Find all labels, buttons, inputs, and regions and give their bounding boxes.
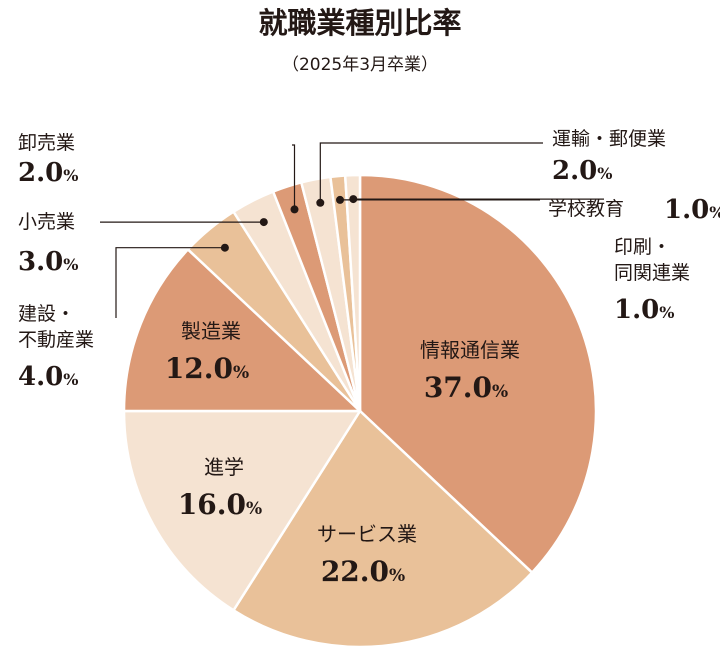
slice-label: 情報通信業 — [420, 338, 520, 362]
pie-slice — [232, 409, 534, 648]
pie-slice — [358, 173, 598, 574]
leader-dot — [259, 218, 268, 227]
slice-labels: 情報通信業37.0%サービス業22.0%進学16.0%製造業12.0%建設・不動… — [18, 128, 720, 588]
slice-value: 3.0% — [18, 247, 78, 277]
pie-slice — [122, 409, 362, 612]
slice-value: 2.0% — [18, 158, 78, 188]
slice-label: 進学 — [204, 455, 244, 479]
slice-label: 卸売業 — [18, 132, 75, 154]
slice-label: 建設・ — [18, 303, 75, 325]
chart-title: 就職業種別比率 — [258, 6, 461, 40]
leader-dot — [290, 205, 299, 214]
leader-dot — [220, 243, 229, 252]
slice-value: 37.0% — [424, 371, 508, 404]
slice-value: 1.0% — [664, 195, 720, 225]
chart-subtitle: （2025年3月卒業） — [282, 55, 438, 75]
slice-label: 不動産業 — [18, 329, 94, 351]
pie-slice — [343, 173, 362, 413]
slice-label: 小売業 — [18, 211, 75, 233]
leader-line — [319, 142, 543, 203]
slice-value: 1.0% — [614, 295, 674, 325]
slice-value: 16.0% — [178, 488, 262, 521]
pie-slice — [122, 248, 362, 413]
slice-label: 運輸・郵便業 — [552, 128, 666, 150]
leader-lines — [100, 142, 604, 318]
leader-line — [115, 247, 225, 318]
slice-label: 印刷・ — [614, 236, 671, 258]
leader-dot — [316, 198, 325, 207]
slice-label: 学校教育 — [548, 198, 624, 220]
leader-dot — [349, 195, 358, 204]
slice-label: 同関連業 — [614, 262, 690, 284]
slice-label: 製造業 — [181, 319, 241, 343]
slice-label: サービス業 — [317, 522, 417, 546]
leader-line — [292, 144, 296, 210]
slice-value: 2.0% — [552, 156, 612, 186]
leader-dot — [336, 195, 344, 204]
pie-slices — [122, 173, 598, 648]
slice-value: 4.0% — [18, 362, 78, 392]
